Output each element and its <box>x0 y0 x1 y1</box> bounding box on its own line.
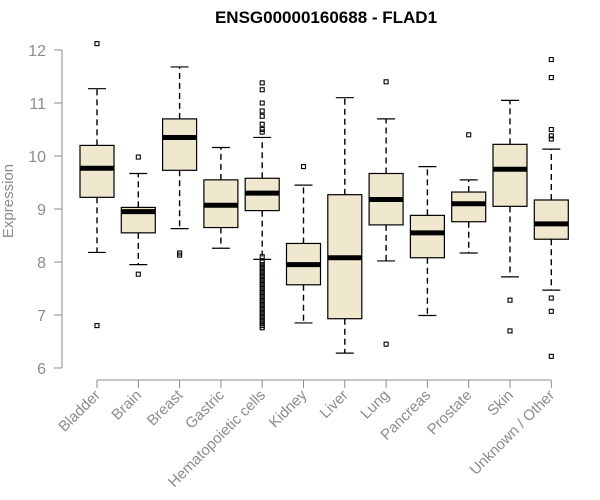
outlier-point <box>259 312 265 318</box>
iqr-box <box>451 191 487 223</box>
outlier-point <box>548 75 554 81</box>
y-tick-label: 12 <box>28 43 46 60</box>
outlier-point <box>259 87 265 93</box>
outlier-point <box>383 341 389 347</box>
x-tick-label: Liver <box>317 387 352 422</box>
outlier-point <box>259 307 265 313</box>
outlier-point <box>259 309 265 315</box>
outlier-point <box>135 154 141 160</box>
box-bladder <box>79 41 115 329</box>
outlier-point <box>259 262 265 268</box>
y-tick-label: 8 <box>37 255 46 272</box>
box-skin <box>492 99 528 334</box>
x-tick-label: Bladder <box>55 387 104 436</box>
box-hematopoietic-cells <box>244 80 280 331</box>
outlier-point <box>259 259 265 265</box>
box-kidney <box>285 164 322 324</box>
outlier-point <box>548 295 554 301</box>
y-tick-label: 9 <box>37 202 46 219</box>
iqr-box <box>409 214 445 259</box>
iqr-box <box>162 118 198 171</box>
y-tick-label: 6 <box>37 361 46 378</box>
outlier-point <box>466 132 472 138</box>
outlier-point <box>259 113 265 119</box>
outlier-point <box>259 275 265 281</box>
outlier-point <box>507 297 513 303</box>
outlier-point <box>259 264 265 270</box>
y-axis-label: Expression <box>0 164 17 238</box>
outlier-point <box>548 353 554 359</box>
x-tick-label: Kidney <box>266 386 311 431</box>
box-gastric <box>203 146 239 249</box>
outlier-point <box>259 325 265 331</box>
outlier-point <box>259 296 265 302</box>
outlier-point <box>259 283 265 289</box>
box-series <box>79 41 569 359</box>
y-tick-label: 11 <box>29 96 46 113</box>
outlier-point <box>300 164 307 170</box>
outlier-point <box>259 126 265 133</box>
box-brain <box>120 154 156 277</box>
outlier-point <box>259 272 265 278</box>
outlier-point <box>259 301 265 307</box>
outlier-point <box>135 271 141 277</box>
outlier-point <box>259 320 265 326</box>
outlier-point <box>548 136 554 142</box>
outlier-point <box>548 133 554 139</box>
x-tick-label: Skin <box>484 387 517 420</box>
outlier-point <box>94 323 100 329</box>
outlier-point <box>177 252 183 258</box>
outlier-point <box>259 304 265 310</box>
y-tick-label: 10 <box>28 149 46 166</box>
outlier-point <box>259 280 265 286</box>
outlier-point <box>548 126 554 133</box>
outlier-point <box>259 100 265 106</box>
box-lung <box>368 79 404 347</box>
y-ticks: 6 7 8 9 10 11 12 <box>28 43 62 378</box>
x-tick-label: Brain <box>108 387 145 424</box>
outlier-point <box>94 41 100 47</box>
outlier-point <box>548 56 554 63</box>
x-tick-label: Prostate <box>424 387 476 439</box>
outlier-point <box>259 317 265 323</box>
outlier-point <box>259 299 265 305</box>
outlier-point <box>259 288 265 294</box>
outlier-point <box>259 270 265 276</box>
outlier-point <box>259 108 265 114</box>
outlier-point <box>259 129 265 135</box>
outlier-point <box>259 121 265 127</box>
outlier-point <box>259 80 265 86</box>
box-breast <box>162 66 198 258</box>
box-prostate <box>451 132 487 254</box>
outlier-point <box>259 285 265 292</box>
x-tick-label: Lung <box>357 387 393 423</box>
box-unknown-other <box>533 56 569 359</box>
iqr-box <box>79 144 115 198</box>
outlier-point <box>259 293 265 300</box>
outlier-point <box>259 277 265 284</box>
outlier-point <box>383 79 389 85</box>
box-liver <box>327 97 363 354</box>
iqr-box <box>492 143 528 207</box>
y-tick-label: 7 <box>37 308 46 325</box>
outlier-point <box>259 291 265 297</box>
outlier-point <box>507 328 513 334</box>
outlier-point <box>259 315 265 321</box>
iqr-box <box>533 199 569 240</box>
outlier-point <box>259 267 265 273</box>
chart-title: ENSG00000160688 - FLAD1 <box>215 8 437 27</box>
box-pancreas <box>409 166 445 317</box>
outlier-point <box>259 254 265 260</box>
outlier-point <box>548 308 554 314</box>
x-tick-label: Breast <box>144 386 187 429</box>
